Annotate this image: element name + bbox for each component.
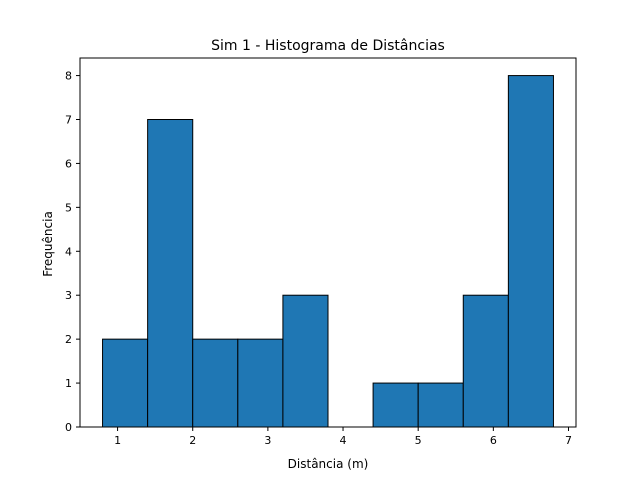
x-ticks-group: 1 2 3 4 5 6 7 bbox=[114, 427, 572, 447]
y-tick-label: 0 bbox=[65, 421, 72, 434]
y-axis-label: Frequência bbox=[41, 211, 55, 277]
x-tick-label: 5 bbox=[415, 434, 422, 447]
y-tick-label: 7 bbox=[65, 114, 72, 127]
x-axis-label: Distância (m) bbox=[288, 457, 369, 471]
histogram-bar bbox=[417, 382, 464, 428]
y-tick-label: 2 bbox=[65, 333, 72, 346]
chart-title: Sim 1 - Histograma de Distâncias bbox=[211, 38, 445, 54]
bars-group bbox=[102, 75, 554, 428]
histogram-bar bbox=[147, 119, 194, 428]
x-tick-label: 6 bbox=[490, 434, 497, 447]
axes-frame bbox=[79, 57, 577, 428]
y-tick-label: 5 bbox=[65, 201, 72, 214]
histogram-bar bbox=[372, 382, 419, 428]
histogram-bar bbox=[507, 75, 554, 428]
y-tick-label: 3 bbox=[65, 289, 72, 302]
x-tick-label: 3 bbox=[264, 434, 271, 447]
y-tick-label: 6 bbox=[65, 157, 72, 170]
y-tick-label: 4 bbox=[65, 245, 72, 258]
histogram-bar bbox=[237, 338, 284, 428]
histogram-bar bbox=[192, 338, 239, 428]
x-tick-label: 2 bbox=[189, 434, 196, 447]
axes-group bbox=[79, 57, 577, 428]
histogram-bar bbox=[282, 294, 329, 428]
histogram-bar bbox=[462, 294, 509, 428]
y-tick-label: 8 bbox=[65, 70, 72, 83]
x-tick-label: 4 bbox=[340, 434, 347, 447]
histogram-bar bbox=[102, 338, 149, 428]
x-tick-label: 1 bbox=[114, 434, 121, 447]
y-ticks-group: 0 1 2 3 4 5 6 7 8 bbox=[65, 70, 80, 434]
y-tick-label: 1 bbox=[65, 377, 72, 390]
x-tick-label: 7 bbox=[565, 434, 572, 447]
